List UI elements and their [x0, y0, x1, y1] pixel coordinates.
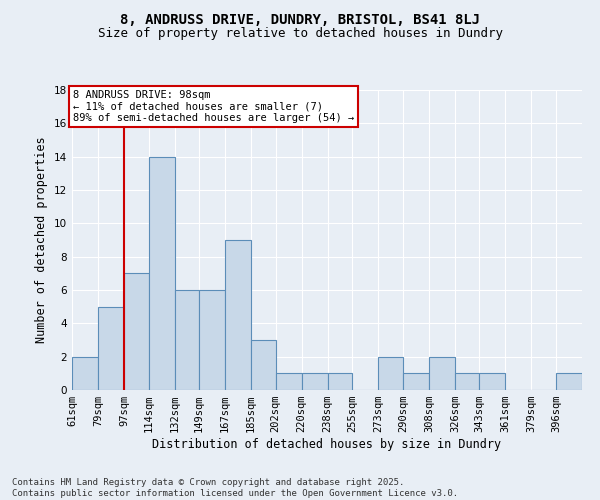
Text: Contains HM Land Registry data © Crown copyright and database right 2025.
Contai: Contains HM Land Registry data © Crown c…: [12, 478, 458, 498]
Bar: [72, 356, 98, 390]
Text: Size of property relative to detached houses in Dundry: Size of property relative to detached ho…: [97, 28, 503, 40]
Bar: [276, 374, 302, 390]
Bar: [124, 274, 149, 390]
Bar: [199, 290, 225, 390]
Text: 8 ANDRUSS DRIVE: 98sqm
← 11% of detached houses are smaller (7)
89% of semi-deta: 8 ANDRUSS DRIVE: 98sqm ← 11% of detached…: [73, 90, 354, 123]
Bar: [225, 240, 251, 390]
Bar: [479, 374, 505, 390]
Bar: [429, 356, 455, 390]
Bar: [251, 340, 276, 390]
Bar: [378, 356, 403, 390]
Bar: [455, 374, 479, 390]
Bar: [328, 374, 352, 390]
Bar: [149, 156, 175, 390]
Text: 8, ANDRUSS DRIVE, DUNDRY, BRISTOL, BS41 8LJ: 8, ANDRUSS DRIVE, DUNDRY, BRISTOL, BS41 …: [120, 12, 480, 26]
X-axis label: Distribution of detached houses by size in Dundry: Distribution of detached houses by size …: [152, 438, 502, 451]
Bar: [403, 374, 429, 390]
Bar: [175, 290, 199, 390]
Bar: [302, 374, 328, 390]
Y-axis label: Number of detached properties: Number of detached properties: [35, 136, 49, 344]
Bar: [556, 374, 582, 390]
Bar: [98, 306, 124, 390]
